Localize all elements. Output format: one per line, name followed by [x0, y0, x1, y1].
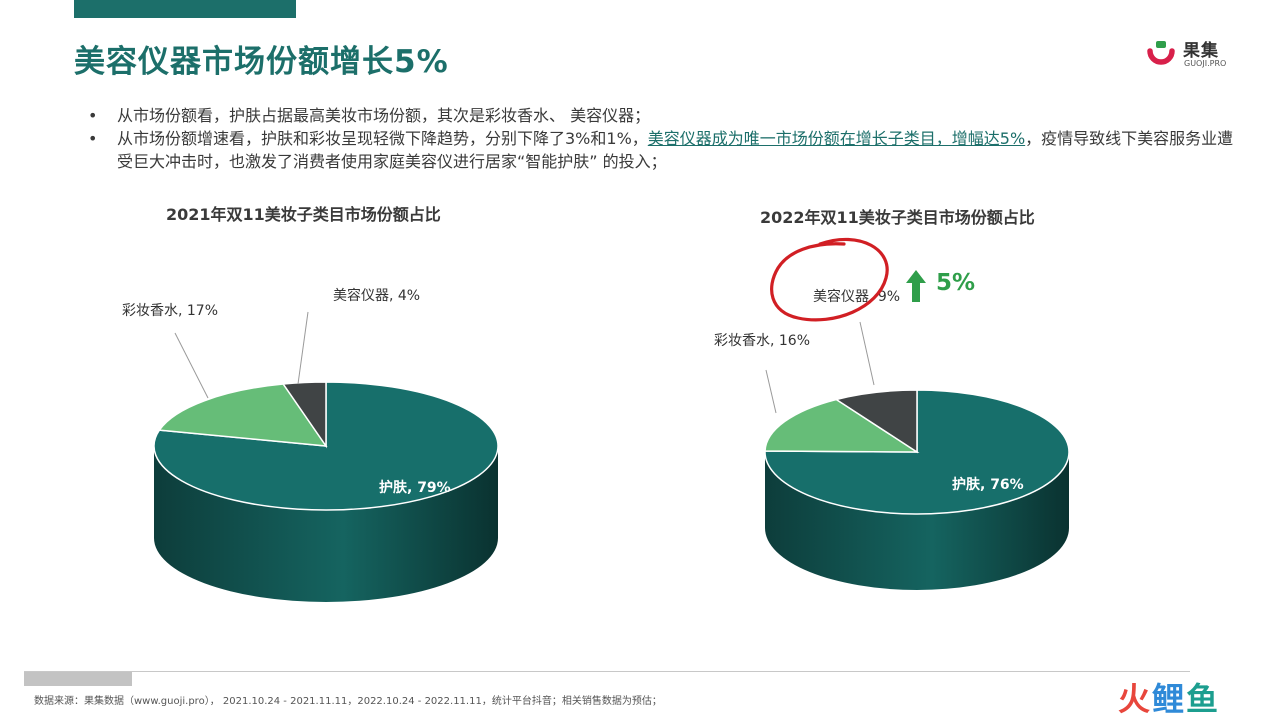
label-skincare-2022: 护肤, 76% — [952, 477, 1024, 493]
pie-slice-makeup — [764, 398, 920, 453]
bullet-text: 从市场份额看，护肤占据最高美妆市场份额，其次是彩妆香水、 美容仪器； — [117, 106, 651, 125]
logo-subtitle: GUOJI.PRO — [1184, 59, 1227, 68]
highlight-circle-annotation — [770, 237, 889, 322]
bullet-text: ，疫情导致线下美容服务业遭受巨大冲击时，也激发了消费者使用家庭美容仪进行居家“智… — [117, 129, 1234, 171]
growth-annotation: 5% — [936, 270, 976, 296]
page-title: 美容仪器市场份额增长5% — [74, 44, 449, 80]
footer-block — [24, 672, 132, 686]
brand-char: 火 — [1118, 680, 1153, 718]
brand-char: 鱼 — [1186, 680, 1221, 718]
label-device-2021: 美容仪器, 4% — [333, 288, 421, 304]
pie-slice-skincare — [764, 389, 1070, 515]
pie-slice-device — [281, 381, 327, 449]
footer-divider — [24, 671, 1190, 672]
brand-char: 鲤 — [1152, 680, 1187, 718]
label-skincare-2021: 护肤, 79% — [379, 480, 451, 496]
chart-title-2021: 2021年双11美妆子类目市场份额占比 — [166, 205, 441, 224]
data-source-note: 数据来源：果集数据（www.guoji.pro）， 2021.10.24 - 2… — [34, 696, 662, 707]
pie-side-wall — [154, 446, 498, 602]
leader-line — [297, 311, 309, 385]
chart-title-2022: 2022年双11美妆子类目市场份额占比 — [760, 208, 1035, 227]
highlight-link[interactable]: 美容仪器成为唯一市场份额在增长子类目，增幅达5% — [647, 129, 1026, 148]
brand-logo: 果集 GUOJI.PRO — [1146, 36, 1246, 72]
bullet-text: 从市场份额增速看，护肤和彩妆呈现轻微下降趋势，分别下降了3%和1%， — [117, 129, 648, 148]
logo-name: 果集 — [1183, 41, 1219, 61]
label-makeup-2022: 彩妆香水, 16% — [714, 333, 811, 349]
label-makeup-2021: 彩妆香水, 17% — [122, 303, 219, 319]
bullet-item: 从市场份额看，护肤占据最高美妆市场份额，其次是彩妆香水、 美容仪器； — [88, 104, 1248, 127]
leader-line — [765, 369, 777, 414]
summary-bullets: 从市场份额看，护肤占据最高美妆市场份额，其次是彩妆香水、 美容仪器； 从市场份额… — [88, 104, 1248, 173]
pie-side-wall — [765, 452, 1069, 590]
leader-line — [174, 332, 209, 399]
top-accent-bar — [74, 0, 296, 18]
pie-slice-makeup — [158, 383, 328, 447]
leader-line — [859, 321, 875, 386]
watermark-brand: 火鲤鱼 — [1118, 674, 1220, 720]
guoji-logo-icon — [1147, 41, 1175, 65]
bullet-item: 从市场份额增速看，护肤和彩妆呈现轻微下降趋势，分别下降了3%和1%，美容仪器成为… — [88, 127, 1248, 173]
arrow-up-icon — [906, 270, 926, 302]
pie-slice-device — [834, 389, 918, 454]
